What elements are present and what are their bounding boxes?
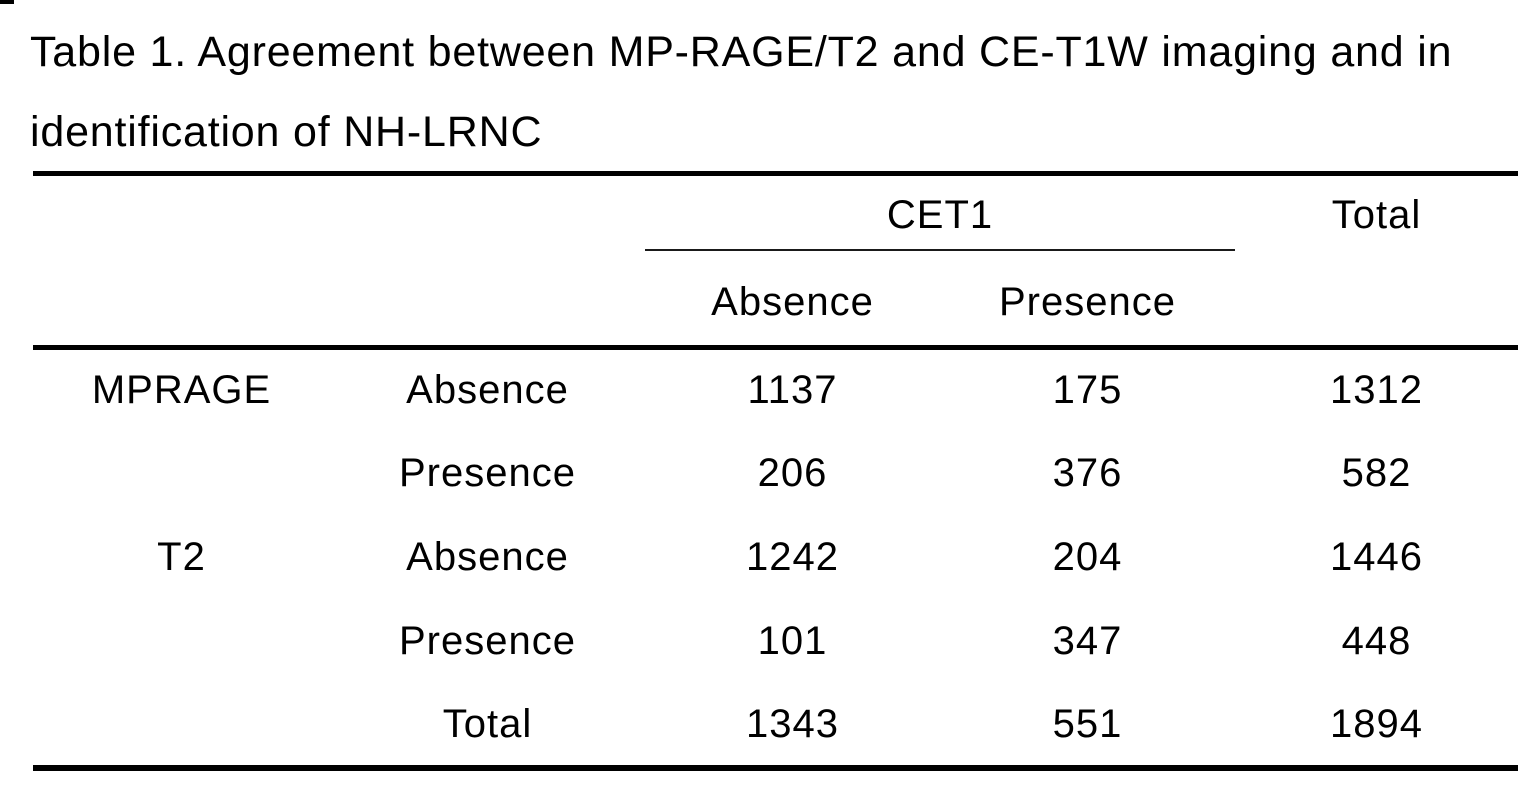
table-row: MPRAGE Absence 1137 175 1312 — [33, 348, 1518, 432]
row-label-cell: Absence — [406, 535, 569, 579]
scan-artifact-mark — [0, 0, 14, 4]
table-caption-line-2: identification of NH-LRNC — [30, 108, 543, 156]
table-row: T2 Absence 1242 204 1446 — [33, 516, 1518, 600]
row-group-cell — [33, 684, 330, 768]
table-caption: Table 1. Agreement between MP-RAGE/T2 an… — [30, 12, 1452, 172]
table-row: Presence 206 376 582 — [33, 432, 1518, 516]
value-cell-cet1-presence: 175 — [1052, 368, 1123, 413]
row-group-cell: T2 — [157, 535, 206, 579]
row-group-cell — [33, 600, 330, 684]
value-cell-cet1-presence: 376 — [1052, 451, 1123, 495]
value-cell-total: 1446 — [1330, 535, 1423, 579]
spacer-cell — [33, 174, 330, 250]
value-cell-cet1-absence: 1137 — [747, 368, 838, 413]
row-label-cell: Absence — [406, 368, 569, 413]
table-row: Total 1343 551 1894 — [33, 684, 1518, 768]
spacer-cell — [1235, 249, 1518, 350]
value-cell-total: 1894 — [1330, 701, 1423, 746]
row-label-cell: Total — [442, 701, 533, 746]
value-cell-cet1-presence: 551 — [1052, 701, 1123, 746]
spacer-cell — [330, 249, 645, 350]
value-cell-cet1-absence: 1343 — [746, 701, 839, 746]
spacer-cell — [330, 174, 645, 250]
row-group-cell: MPRAGE — [91, 368, 272, 413]
value-cell-cet1-absence: 101 — [757, 619, 828, 663]
subheader-absence: Absence — [645, 249, 940, 350]
value-cell-cet1-absence: 206 — [757, 451, 828, 495]
row-label-cell: Presence — [399, 619, 576, 663]
agreement-table: CET1 Total Absence Presence MPRAGE Absen… — [33, 171, 1518, 771]
subheader-presence: Presence — [940, 249, 1235, 350]
row-group-cell — [33, 432, 330, 516]
value-cell-cet1-absence: 1242 — [746, 535, 839, 579]
value-cell-total: 1312 — [1330, 368, 1423, 413]
value-cell-total: 582 — [1341, 451, 1412, 495]
table-row: Presence 101 347 448 — [33, 600, 1518, 684]
value-cell-cet1-presence: 347 — [1052, 619, 1123, 663]
value-cell-total: 448 — [1341, 619, 1412, 663]
cet1-column-group-header: CET1 — [645, 173, 1235, 251]
header-row-sub: Absence Presence — [33, 249, 1518, 350]
spacer-cell — [33, 249, 330, 350]
total-column-header: Total — [1331, 193, 1422, 238]
header-row-group: CET1 Total — [33, 173, 1518, 251]
table-caption-line-1: Table 1. Agreement between MP-RAGE/T2 an… — [30, 28, 1453, 76]
value-cell-cet1-presence: 204 — [1052, 535, 1123, 579]
row-label-cell: Presence — [399, 451, 576, 495]
